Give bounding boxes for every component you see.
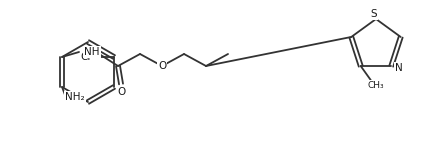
Text: Cl: Cl: [81, 52, 91, 62]
Text: S: S: [371, 9, 377, 19]
Text: NH: NH: [84, 47, 99, 57]
Text: CH₃: CH₃: [367, 81, 384, 90]
Text: N: N: [396, 63, 403, 73]
Text: O: O: [117, 87, 125, 97]
Text: NH₂: NH₂: [65, 92, 85, 102]
Text: O: O: [158, 61, 166, 71]
